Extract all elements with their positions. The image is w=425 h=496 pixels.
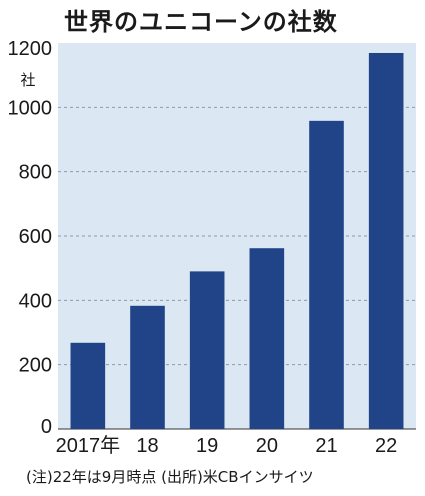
y-tick-label: 600: [19, 226, 52, 248]
x-tick-label: 22: [375, 435, 397, 457]
bar-4: [309, 120, 344, 430]
y-axis-unit-label: 社: [20, 71, 35, 89]
bar-1: [130, 305, 165, 429]
bar-5: [368, 52, 404, 429]
y-tick-label: 0: [41, 416, 52, 438]
y-tick-label: 400: [19, 290, 52, 312]
y-tick-label: 200: [19, 355, 52, 377]
y-tick-label: 1000: [8, 97, 53, 119]
bar-2: [189, 271, 225, 429]
x-tick-label: 2017年: [56, 434, 121, 457]
chart-title: 世界のユニコーンの社数: [64, 8, 338, 36]
x-tick-label: 20: [256, 435, 278, 457]
y-tick-label: 800: [19, 162, 52, 184]
bar-0: [70, 342, 106, 429]
y-axis: 0 200 400 600 800 1000 1200: [8, 38, 53, 438]
y-tick-label: 1200: [8, 38, 53, 60]
x-axis: 2017年 18 19 20 21 22: [56, 434, 398, 457]
chart-footnote: (注)22年は9月時点 (出所)米CBインサイツ: [26, 468, 314, 486]
gridlines: [58, 106, 416, 430]
x-tick-label: 21: [315, 435, 337, 457]
bar-3: [249, 248, 285, 429]
x-tick-label: 18: [136, 435, 158, 457]
bars: [70, 52, 404, 430]
x-tick-label: 19: [196, 435, 218, 457]
plot-area: [58, 43, 416, 429]
